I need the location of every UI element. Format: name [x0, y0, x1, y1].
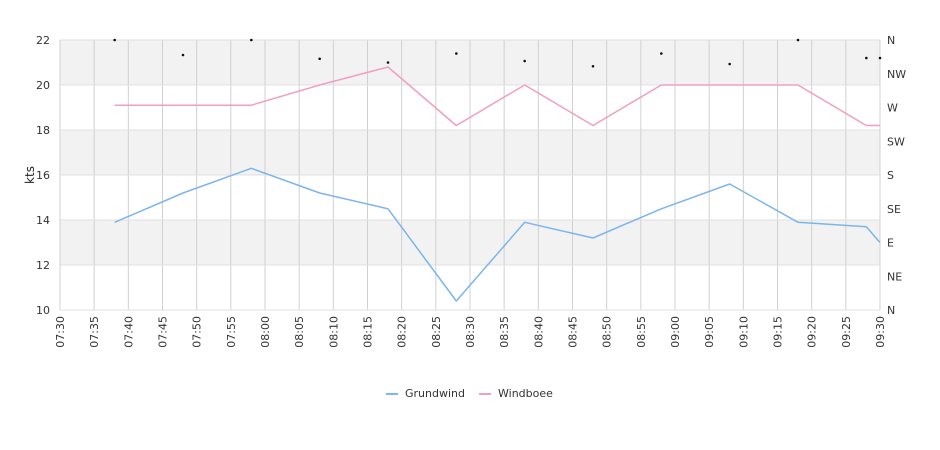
x-tick-label: 07:40: [122, 316, 135, 348]
y-tick-label: 22: [36, 34, 50, 47]
legend: Grundwind Windboee: [386, 387, 553, 400]
y-tick-label: 18: [36, 124, 50, 137]
y-tick-label: 12: [36, 259, 50, 272]
direction-tick-label: NE: [887, 270, 902, 283]
x-tick-label: 09:05: [703, 316, 716, 348]
legend-item-grundwind[interactable]: Grundwind: [386, 387, 465, 400]
x-tick-label: 08:25: [430, 316, 443, 348]
y-tick-label: 14: [36, 214, 50, 227]
x-tick-label: 08:10: [327, 316, 340, 348]
y-tick-label: 10: [36, 304, 50, 317]
legend-label-grundwind: Grundwind: [405, 387, 465, 400]
horizontal-gridlines: [60, 39, 880, 311]
x-tick-label: 09:15: [772, 316, 785, 348]
direction-marker: [796, 38, 800, 42]
x-tick-label: 08:15: [362, 316, 375, 348]
legend-label-windboee: Windboee: [498, 387, 553, 400]
direction-tick-label: S: [887, 169, 894, 182]
direction-tick-label: SW: [887, 135, 905, 148]
y-tick-label: 20: [36, 79, 50, 92]
x-tick-label: 08:40: [532, 316, 545, 348]
direction-marker: [318, 57, 321, 61]
x-tick-label: 07:30: [54, 316, 67, 348]
direction-tick-label: E: [887, 237, 894, 250]
direction-marker: [250, 38, 253, 42]
x-tick-label: 08:35: [498, 316, 511, 348]
direction-tick-label: N: [887, 34, 895, 47]
legend-item-windboee[interactable]: Windboee: [479, 387, 553, 400]
x-tick-label: 08:45: [567, 316, 580, 348]
direction-marker: [660, 52, 663, 55]
direction-marker: [878, 56, 882, 60]
direction-tick-label: W: [887, 102, 898, 115]
y-axis-title: kts: [23, 166, 37, 184]
x-tick-label: 07:35: [88, 316, 101, 348]
direction-tick-label: N: [887, 304, 895, 317]
x-tick-label: 09:00: [669, 316, 682, 348]
x-tick-label: 09:20: [806, 316, 819, 348]
x-tick-label: 09:25: [840, 316, 853, 348]
x-tick-label: 08:55: [635, 316, 648, 348]
direction-tick-label: SE: [887, 203, 901, 216]
x-tick-label: 09:10: [737, 316, 750, 348]
series-line-grundwind[interactable]: [114, 167, 881, 302]
x-tick-label: 09:30: [874, 316, 887, 348]
direction-marker: [113, 38, 116, 42]
direction-markers: [113, 38, 882, 68]
direction-marker: [455, 52, 458, 55]
direction-marker: [523, 59, 526, 63]
direction-tick-label: NW: [887, 68, 906, 81]
y-tick-label: 16: [36, 169, 50, 182]
direction-axis-tick-labels: N NW W SW S SE E NE N: [887, 34, 906, 317]
direction-marker: [591, 64, 595, 68]
direction-marker: [728, 62, 731, 66]
direction-marker: [865, 56, 868, 60]
x-tick-label: 07:45: [157, 316, 170, 348]
series-lines: [114, 66, 881, 302]
x-tick-label: 08:20: [396, 316, 409, 348]
direction-marker: [181, 53, 185, 57]
x-tick-label: 08:50: [601, 316, 614, 348]
x-tick-label: 08:00: [259, 316, 272, 348]
series-line-windboee[interactable]: [114, 66, 880, 127]
y-axis-tick-labels: 10 12 14 16 18 20 22: [36, 34, 50, 317]
x-tick-label: 07:50: [191, 316, 204, 348]
x-tick-label: 08:30: [464, 316, 477, 348]
direction-marker: [386, 61, 390, 64]
x-tick-label: 08:05: [293, 316, 306, 348]
x-tick-label: 07:55: [225, 316, 238, 348]
x-axis-tick-labels: 07:30 07:35 07:40 07:45 07:50 07:55 08:00 08:05…: [54, 316, 887, 348]
